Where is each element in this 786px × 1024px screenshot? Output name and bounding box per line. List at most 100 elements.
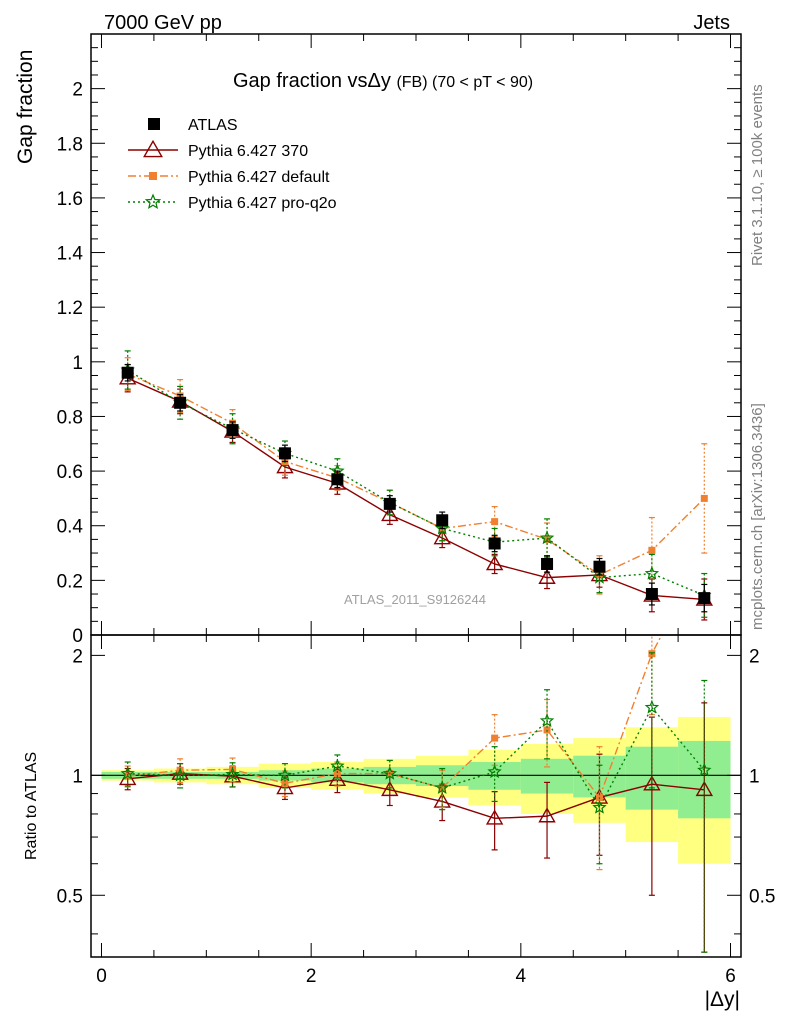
header-left: 7000 GeV pp: [104, 12, 222, 34]
x-tick-label: 6: [725, 966, 736, 987]
series-3-ratio-point: [592, 800, 607, 814]
chart-legend: ATLAS Pythia 6.427 370 Pythia 6.427 defaul…: [128, 117, 337, 212]
analysis-watermark: ATLAS_2011_S9126244: [344, 592, 486, 607]
series-1-ratio-line: [127, 772, 705, 820]
y-tick-label-main: 2: [72, 80, 83, 101]
series-1-ratio-point: [643, 775, 661, 791]
y-axis-label-ratio: Ratio to ATLAS: [23, 752, 40, 860]
chart-title-small: (FB) (70 < pT < 90): [396, 74, 533, 91]
series-3-ratio-point: [330, 758, 345, 773]
series-3-ratio-point: [644, 699, 660, 714]
legend-atlas-marker: [148, 118, 160, 130]
legend-entry: Pythia 6.427 370: [128, 139, 308, 160]
y-tick-label-ratio-left: 2: [72, 646, 83, 667]
series-2-point: [700, 494, 708, 502]
atlas-point: [121, 366, 134, 379]
series-1-line: [127, 377, 705, 601]
chart-title-main: Gap fraction vsΔy: [233, 70, 391, 92]
series-3-line: [127, 369, 705, 597]
series-2-ratio-point: [438, 784, 446, 792]
y-axis-label-main: Gap fraction: [14, 50, 37, 164]
series-3-point: [435, 520, 450, 535]
series-1-point: [433, 529, 451, 545]
y-tick-label-ratio-left: 1: [72, 766, 83, 787]
legend-label: Pythia 6.427 pro-q2o: [188, 195, 337, 212]
series-3-main: [120, 350, 712, 618]
atlas-point: [278, 447, 291, 460]
atlas-point: [593, 560, 606, 573]
series-2-ratio-point: [491, 734, 499, 742]
atlas-point: [383, 497, 396, 510]
y-tick-label-ratio-right: 2: [749, 646, 760, 667]
series-1-ratio-point: [328, 770, 347, 787]
header-right: Jets: [693, 12, 730, 34]
legend-entry: Pythia 6.427 default: [128, 169, 330, 186]
series-1-point: [381, 505, 399, 522]
series-2-ratio-point: [701, 550, 708, 557]
y-tick-label-main: 1: [72, 353, 83, 374]
chart-title: Gap fraction vsΔy (FB) (70 < pT < 90): [233, 70, 533, 92]
series-2-point: [648, 546, 656, 554]
atlas-point: [541, 557, 554, 570]
chart-axes: 00.20.40.60.811.21.41.61.820.5 0.51 12 20 2 4…: [57, 33, 775, 987]
series-3-ratio-point: [697, 762, 712, 777]
legend-entry: Pythia 6.427 pro-q2o: [128, 193, 337, 212]
series-3-ratio-point: [120, 766, 135, 780]
series-1-point: [538, 568, 556, 584]
atlas-point: [698, 592, 711, 605]
series-3-point: [644, 565, 660, 580]
series-1-ratio-point: [276, 778, 294, 795]
y-tick-label-main: 0.2: [57, 571, 83, 592]
atlas-point: [226, 424, 239, 437]
chart-marks: [118, 350, 714, 953]
series-2-main: [124, 357, 708, 595]
y-tick-label-ratio-left: 0.5: [57, 886, 83, 907]
legend-label: Pythia 6.427 370: [188, 143, 308, 160]
atlas-point: [436, 514, 449, 527]
series-3-ratio: [120, 652, 712, 953]
legend-marker: [144, 193, 162, 209]
atlas-point: [331, 473, 344, 486]
series-3-point: [539, 530, 555, 545]
series-3-point: [592, 570, 607, 584]
legend-entry: ATLAS: [148, 117, 238, 134]
svg-text:Gap fraction vsΔy (FB) (70 < p: Gap fraction vsΔy (FB) (70 < pT < 90): [233, 70, 533, 92]
atlas-point: [488, 537, 501, 550]
series-3-ratio-point: [277, 767, 293, 782]
series-2-line: [127, 373, 705, 576]
series-3-ratio-point: [225, 766, 240, 781]
y-tick-label-ratio-right: 0.5: [749, 886, 775, 907]
series-3-ratio-line: [127, 706, 705, 809]
atlas-data: [121, 363, 711, 613]
x-axis-label: |Δy|: [705, 988, 740, 1011]
series-1-ratio-point: [695, 780, 714, 797]
series-2-ratio-point: [333, 770, 341, 778]
series-1-main: [118, 363, 714, 621]
y-tick-label-main: 1.2: [57, 298, 83, 319]
x-tick-label: 4: [516, 966, 527, 987]
x-tick-label: 0: [96, 966, 107, 987]
atlas-point: [645, 588, 658, 601]
series-2-ratio-point: [281, 779, 289, 787]
legend-label: Pythia 6.427 default: [188, 169, 330, 186]
series-3-ratio-point: [172, 767, 188, 782]
y-tick-label-main: 0.8: [57, 407, 83, 428]
x-tick-label: 2: [306, 966, 317, 987]
y-tick-label-main: 0: [72, 626, 83, 647]
y-tick-label-main: 0.6: [57, 462, 83, 483]
series-3-ratio-point: [487, 764, 502, 779]
series-3-ratio-point: [435, 780, 450, 794]
series-1-ratio-point: [381, 780, 399, 797]
series-3-ratio-point: [382, 766, 397, 780]
y-tick-label-main: 1.4: [57, 244, 84, 265]
legend-label: ATLAS: [188, 117, 238, 134]
series-3-ratio-point: [539, 713, 555, 727]
mcplots-label: mcplots.cern.ch [arXiv:1306.3436]: [749, 403, 766, 630]
y-tick-label-ratio-right: 1: [749, 766, 760, 787]
legend-marker: [143, 139, 163, 158]
rivet-label: Rivet 3.1.10, ≥ 100k events: [749, 84, 766, 266]
atlas-point: [174, 396, 187, 409]
series-1-ratio-point: [485, 809, 504, 825]
y-tick-label-main: 1.6: [57, 189, 83, 210]
